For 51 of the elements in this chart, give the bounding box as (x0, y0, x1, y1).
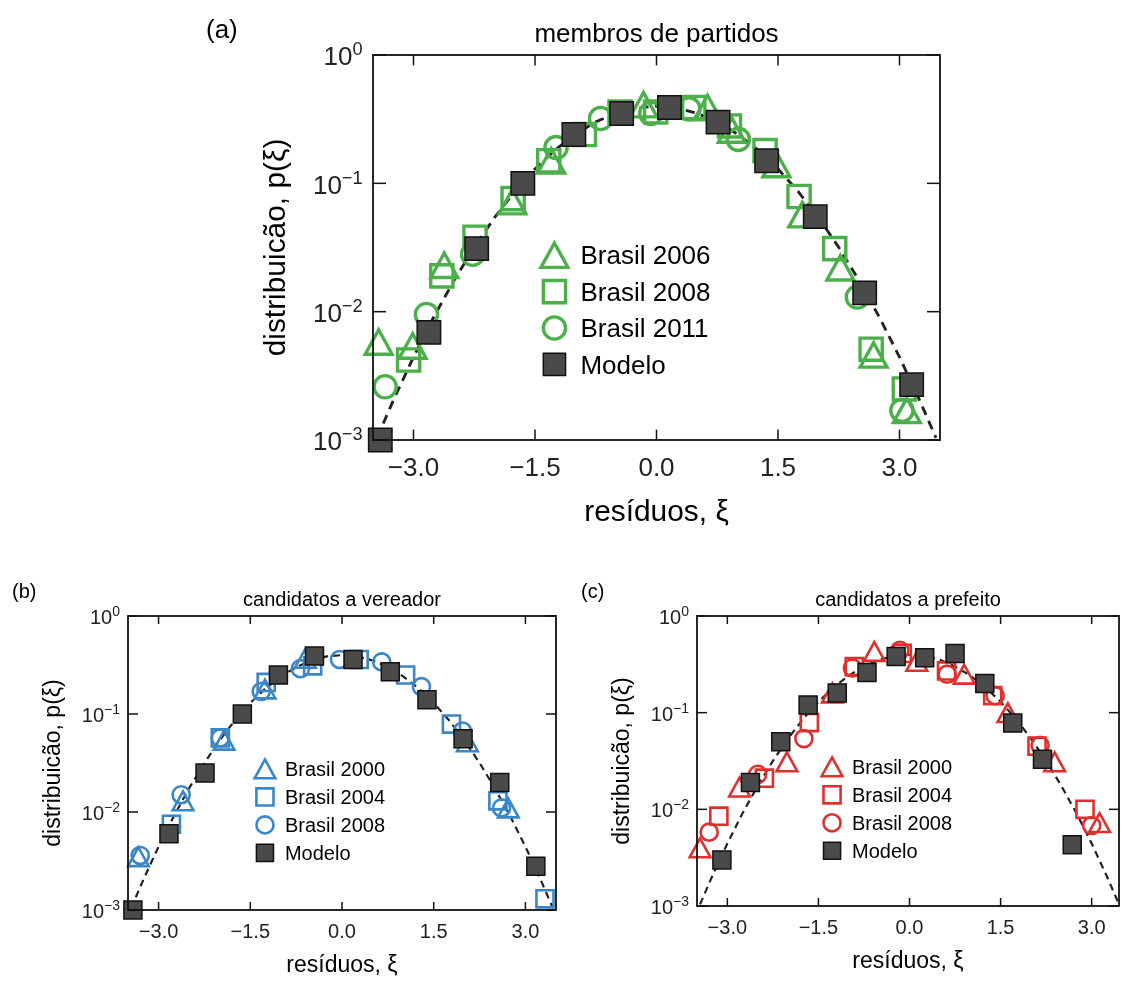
y-tick-label: 10$^{−1}$ (81, 701, 121, 726)
y-tick-label: 10$^{−1}$ (312, 167, 363, 200)
x-tick-label: 3.0 (881, 452, 918, 483)
text: (a) (206, 14, 238, 44)
y-axis-title: distribuicão, p(ξ) (608, 677, 634, 845)
legend-label: Modelo (284, 841, 351, 864)
x-tick-label: −3.0 (138, 920, 179, 942)
y-tick-label: 10$^{−2}$ (81, 799, 121, 824)
legend-label: Modelo (580, 349, 666, 380)
legend-label: Modelo (852, 839, 918, 862)
y-tick-label: 10$^{0}$ (323, 39, 363, 72)
y-tick-label: 10$^{0}$ (658, 603, 690, 628)
chart-title: membros de partidos (534, 18, 779, 48)
text: (c) (581, 580, 605, 602)
y-tick-label: 10$^{−2}$ (312, 296, 363, 329)
legend-label: Brasil 2004 (852, 783, 953, 806)
x-tick-label: −3.0 (387, 452, 440, 483)
legend-label: Brasil 2008 (852, 811, 953, 834)
chart-title: candidatos a vereador (243, 588, 442, 610)
x-tick-label: 0.0 (638, 452, 675, 483)
legend-label: Brasil 2000 (284, 757, 386, 780)
x-tick-label: 1.5 (986, 916, 1015, 938)
legend-label: Brasil 2004 (284, 785, 386, 808)
legend-label: Brasil 2000 (852, 755, 953, 778)
y-axis-title: distribuicão, p(ξ) (257, 138, 291, 357)
x-tick-label: −3.0 (707, 916, 748, 938)
y-tick-label: 10$^{−1}$ (650, 699, 690, 725)
text: (b) (12, 580, 37, 602)
x-tick-label: −1.5 (798, 916, 839, 938)
x-tick-label: −1.5 (509, 452, 561, 483)
y-tick-label: 10$^{0}$ (89, 603, 121, 628)
x-axis-title: resíduos, ξ (584, 493, 729, 527)
x-tick-label: 1.5 (419, 920, 448, 942)
x-tick-label: 3.0 (511, 920, 540, 942)
legend-label: Brasil 2008 (580, 276, 711, 307)
y-tick-label: 10$^{−3}$ (312, 424, 363, 457)
x-tick-label: 0.0 (895, 916, 924, 938)
chart-title: candidatos a prefeito (815, 588, 1001, 610)
y-tick-label: 10$^{−3}$ (650, 893, 690, 918)
y-tick-label: 10$^{−3}$ (81, 897, 121, 922)
legend-label: Brasil 2011 (580, 313, 709, 344)
x-axis-title: resíduos, ξ (852, 947, 964, 973)
legend-label: Brasil 2008 (284, 813, 386, 836)
x-tick-label: 3.0 (1077, 916, 1106, 938)
x-tick-label: 1.5 (759, 452, 797, 483)
x-tick-label: −1.5 (230, 920, 271, 942)
y-axis-title: distribuicão, p(ξ) (39, 679, 65, 847)
y-tick-label: 10$^{−2}$ (650, 796, 690, 822)
x-axis-title: resíduos, ξ (286, 951, 398, 977)
x-tick-label: 0.0 (328, 920, 356, 942)
legend-label: Brasil 2006 (580, 240, 711, 271)
